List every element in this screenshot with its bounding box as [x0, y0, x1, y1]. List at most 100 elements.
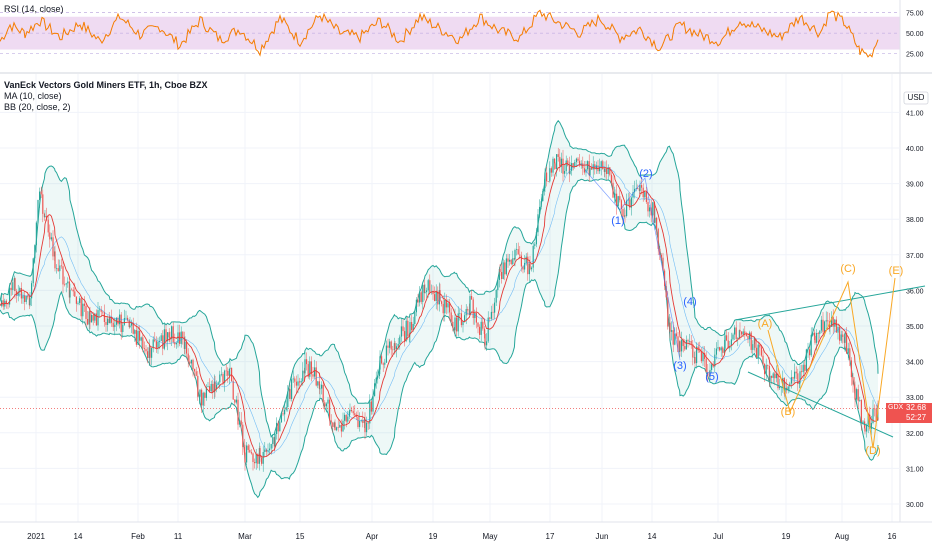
candle-body [44, 215, 46, 218]
candle-body [243, 447, 245, 453]
candle-body [687, 340, 689, 342]
candle-body [694, 357, 696, 364]
candle-body [671, 330, 673, 332]
candle-body [635, 188, 637, 189]
candle-body [87, 318, 89, 325]
candle-body [546, 172, 548, 182]
candle-body [875, 408, 877, 421]
candle-body [17, 292, 19, 296]
wave-label-4: (4) [683, 296, 696, 308]
candle-body [119, 314, 121, 325]
bollinger-band-fill [0, 120, 878, 498]
candle-body [122, 324, 124, 333]
candle-body [279, 422, 281, 432]
candle-body [522, 266, 524, 270]
time-axis-ticks[interactable]: 2021 14 Feb 11 Mar 15 Apr 19 May 17 Jun 14 Jul 19 Aug 1… [27, 532, 897, 541]
candle-body [91, 315, 93, 323]
candle-body [69, 289, 71, 298]
candle-body [152, 339, 154, 349]
candle-body [505, 258, 507, 275]
candle-body [277, 422, 279, 432]
candle-body [654, 217, 656, 223]
candle-body [457, 313, 459, 332]
candle-body [835, 319, 837, 333]
candle-body [665, 286, 667, 298]
candle-body [79, 298, 81, 303]
candle-body [804, 364, 806, 371]
candle-body [644, 192, 646, 198]
candle-body [449, 303, 451, 313]
chart-title[interactable]: VanEck Vectors Gold Miners ETF, 1h, Cboe… [4, 80, 208, 90]
candle-body [147, 351, 149, 358]
candle-body [332, 422, 334, 427]
ma-legend[interactable]: MA (10, close) [4, 91, 62, 101]
candle-body [429, 280, 431, 293]
candle-body [310, 361, 312, 375]
candle-body [107, 318, 109, 325]
candle-body [404, 331, 406, 341]
candle-body [134, 330, 136, 334]
bb-legend[interactable]: BB (20, close, 2) [4, 102, 71, 112]
candle-body [782, 377, 784, 387]
candle-body [336, 427, 338, 431]
candle-body [704, 353, 706, 359]
candle-body [614, 193, 616, 196]
candle-body [498, 268, 500, 280]
candle-body [512, 258, 514, 265]
candle-body [88, 311, 90, 325]
wave-drawings[interactable] [584, 169, 926, 449]
candle-body [135, 330, 137, 345]
candle-body [539, 206, 541, 215]
candle-body [599, 166, 601, 172]
candle-body [5, 300, 7, 304]
candle-body [367, 422, 369, 424]
candle-body [309, 361, 311, 377]
candle-body [198, 396, 200, 398]
candle-body [540, 201, 542, 207]
candle-body [626, 200, 628, 217]
abcde-wave-line[interactable] [767, 277, 896, 449]
candle-body [399, 336, 401, 344]
wave-1-2-line[interactable] [584, 169, 681, 361]
price-tick-label: 30.00 [906, 502, 924, 509]
candle-body [445, 300, 447, 308]
time-tick-label: Apr [366, 532, 379, 541]
candle-body [294, 378, 296, 382]
candle-body [227, 370, 229, 376]
candle-body [24, 295, 26, 302]
candle-body [724, 335, 726, 349]
candle-body [242, 424, 244, 448]
price-tick-label: 35.00 [906, 324, 924, 331]
candle-body [564, 171, 566, 174]
price-pane: 41.00 40.00 39.00 38.00 37.00 36.00 35.00 34.00… [0, 74, 924, 522]
candle-body [250, 452, 252, 454]
candle-body [384, 362, 386, 365]
candle-body [709, 369, 711, 377]
currency-badge[interactable] [903, 91, 929, 105]
candle-body [324, 402, 326, 407]
triangle-lower-trendline[interactable] [747, 371, 894, 438]
candle-body [103, 312, 105, 322]
candle-body [516, 249, 518, 250]
currency-label[interactable]: USD [908, 93, 925, 102]
candle-body [330, 420, 332, 423]
candle-body [42, 194, 44, 214]
candle-body [112, 322, 114, 328]
candle-body [583, 168, 585, 173]
moving-average-line [0, 162, 879, 458]
wave-label-3: (3) [673, 360, 686, 372]
candle-body [209, 386, 211, 392]
candle-body [412, 324, 414, 331]
candle-body [649, 207, 651, 212]
candle-body [535, 232, 537, 245]
candle-body [424, 292, 426, 293]
bollinger-lower-band [0, 178, 879, 499]
candle-body [510, 259, 512, 265]
candle-body [366, 422, 368, 433]
candle-body [509, 259, 511, 262]
candle-body [801, 371, 803, 373]
candle-body [224, 370, 226, 384]
candle-body [764, 363, 766, 375]
rsi-legend[interactable]: RSI (14, close) [4, 4, 64, 14]
